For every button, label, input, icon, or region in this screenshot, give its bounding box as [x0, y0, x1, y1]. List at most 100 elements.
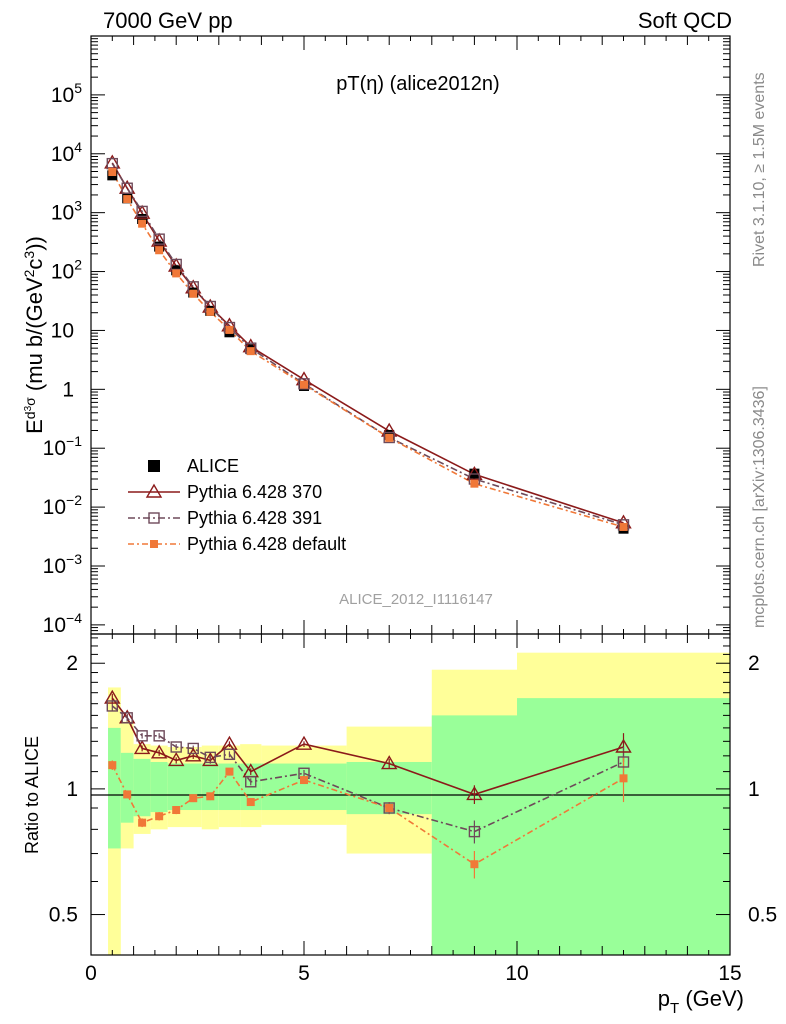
ratio-pythia-default-point: [189, 794, 198, 803]
ratio-ytick-label-left: 2: [66, 652, 78, 675]
legend-marker-alice: [148, 460, 160, 472]
ratio-pythia-370-point: [380, 755, 398, 770]
pythia-default-point: [138, 219, 147, 228]
y-axis-label-text: Ed3σ (mu b/(GeV2c3)): [21, 236, 47, 434]
legend-label-pdef: Pythia 6.428 default: [187, 534, 346, 554]
legend-marker-p391: [148, 512, 160, 524]
ratio-frame: [90, 633, 731, 956]
pythia-default-point: [300, 380, 308, 389]
main-ytick-label: 10−4: [43, 610, 83, 637]
ratio-pythia-default-point: [470, 860, 479, 869]
ratio-axis-ticks: [90, 634, 731, 956]
pythia-default-point: [246, 347, 255, 356]
pythia-391-point: [136, 205, 148, 218]
x-axis-label: pT (GeV): [658, 986, 744, 1017]
main-ytick-label: 102: [51, 257, 82, 284]
ratio-pythia-370-point: [104, 689, 121, 704]
ratio-pythia-391-point: [245, 776, 257, 788]
ratio-pythia-370-point: [167, 752, 185, 767]
pythia-default-point: [225, 325, 234, 334]
ratio-pythia-391-point: [121, 712, 133, 724]
main-ytick-label: 10−3: [43, 551, 83, 578]
analysis-watermark: ALICE_2012_I1116147: [339, 591, 493, 608]
pythia-370-point: [104, 154, 121, 169]
main-ytick-label: 10−2: [43, 492, 83, 519]
ratio-pythia-370-point: [150, 744, 168, 759]
pythia-default-point: [470, 479, 479, 488]
ratio-pythia-default-point: [619, 774, 628, 783]
legend-label-p370: Pythia 6.428 370: [187, 482, 322, 502]
legend-marker-p370: [145, 483, 163, 498]
ratio-pythia-391-point: [170, 741, 182, 753]
legend-label-p391: Pythia 6.428 391: [187, 508, 322, 528]
uncertainty-band-inner: [201, 763, 219, 811]
ratio-pythia-default-point: [155, 812, 164, 821]
pythia-default-point: [155, 246, 164, 255]
ratio-ytick-label-left: 0.5: [49, 904, 78, 927]
main-ytick-label: 104: [51, 139, 82, 166]
ratio-pythia-370-point: [202, 752, 219, 767]
pythia-370-point: [133, 204, 151, 219]
alice-data-point: [137, 214, 148, 225]
main-plot-title: pT(η) (alice2012n): [336, 73, 499, 95]
uncertainty-band-inner: [108, 727, 121, 849]
uncertainty-band-inner: [167, 763, 202, 811]
ratio-pythia-391-point: [187, 742, 199, 755]
ratio-panel: Ratio to ALICE 0.5 0.5 1 1 2 2 0 5 10 15 pT (GeV…: [22, 633, 777, 1017]
main-axis-ticks: [90, 35, 731, 635]
ratio-pythia-391-point: [383, 802, 395, 814]
ratio-series: [104, 689, 632, 879]
main-ytick-label: 103: [51, 198, 82, 225]
mcplots-label: mcplots.cern.ch [arXiv:1306.3436]: [751, 386, 768, 628]
ratio-pythia-370-point: [133, 740, 151, 755]
ratio-uncertainty-bands: [108, 652, 730, 955]
uncertainty-band-inner: [133, 758, 151, 817]
uncertainty-band-inner: [120, 752, 134, 823]
uncertainty-band-inner: [150, 761, 168, 813]
ratio-pythia-default-point: [246, 798, 255, 807]
ratio-ytick-label-right: 2: [748, 652, 760, 675]
ratio-ytick-label-right: 0.5: [748, 904, 777, 927]
header-energy: 7000 GeV pp: [103, 8, 233, 33]
ratio-pythia-default-point: [123, 790, 132, 799]
legend-marker-pdef: [150, 540, 158, 548]
pythia-391-point: [383, 431, 395, 444]
pythia-default-point: [189, 289, 198, 298]
main-markers: [104, 154, 632, 534]
y-axis-label: Ed3σ (mu b/(GeV2c3)): [21, 236, 47, 434]
pythia-default-point: [385, 433, 394, 442]
ratio-pythia-391-point: [617, 756, 630, 768]
pythia-370-point: [150, 232, 168, 247]
ratio-pythia-370-point: [615, 738, 632, 753]
ratio-pythia-default-point: [108, 761, 117, 770]
rivet-version-label: Rivet 3.1.10, ≥ 1.5M events: [751, 72, 768, 267]
pythia-default-point: [108, 168, 117, 177]
ratio-pythia-default-point: [225, 767, 234, 776]
ratio-pythia-391-point: [136, 730, 148, 742]
header-process: Soft QCD: [638, 8, 732, 33]
ratio-pythia-391-point: [153, 730, 165, 742]
ratio-pythia-391-point: [204, 751, 216, 764]
pythia-default-point: [206, 307, 215, 316]
ratio-ytick-label-left: 1: [66, 778, 78, 801]
ratio-pythia-default-point: [138, 818, 147, 827]
x-tick-label: 10: [505, 962, 528, 985]
main-panel: pT(η) (alice2012n) ALICE_2012_I1116147 1…: [21, 35, 731, 637]
main-ytick-label: 1: [62, 378, 74, 401]
legend-label-data: ALICE: [187, 456, 239, 476]
ratio-ytick-labels: 0.5 0.5 1 1 2 2: [49, 652, 777, 926]
ratio-pythia-370-point: [185, 747, 202, 762]
ratio-pythia-391-point: [223, 748, 236, 761]
ratio-ytick-label-right: 1: [748, 778, 760, 801]
ratio-pythia-370-point: [295, 735, 313, 750]
main-ytick-label: 10: [51, 319, 74, 342]
main-ytick-label: 10−1: [43, 433, 83, 460]
pythia-default-point: [123, 195, 132, 204]
ratio-pythia-default-point: [172, 806, 181, 815]
main-ytick-label: 105: [51, 80, 82, 107]
ratio-pythia-391-point: [468, 825, 481, 838]
legend: ALICE Pythia 6.428 370 Pythia 6.428 391 Pyt…: [128, 456, 346, 554]
ratio-pythia-default-point: [300, 776, 308, 785]
